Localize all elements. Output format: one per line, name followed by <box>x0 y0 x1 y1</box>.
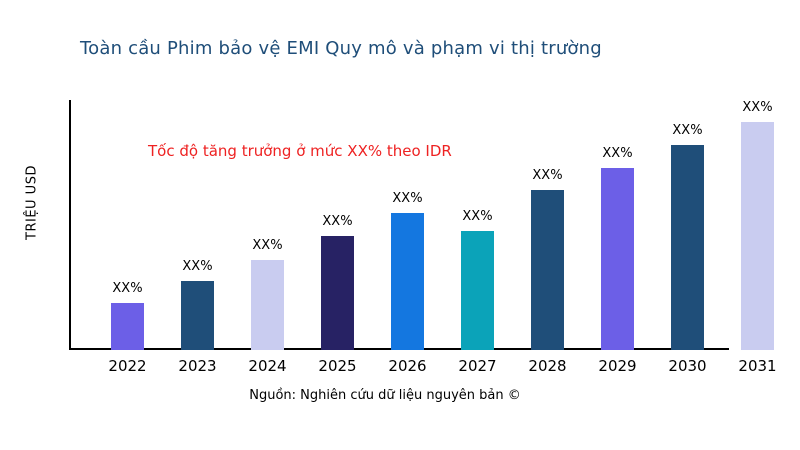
x-tick-label: 2023 <box>178 357 217 375</box>
bar <box>251 260 284 350</box>
bar <box>111 303 144 350</box>
x-tick-label: 2024 <box>248 357 287 375</box>
x-tick-label: 2028 <box>528 357 567 375</box>
x-tick-label: 2031 <box>738 357 777 375</box>
bar-group-2027: XX% 2027 <box>458 100 496 375</box>
bar-value-label: XX% <box>322 214 353 229</box>
bar-group-2030: XX% 2030 <box>668 100 706 375</box>
bar-group-2022: XX% 2022 <box>108 100 146 375</box>
bar <box>671 145 704 350</box>
bar-value-label: XX% <box>742 100 773 115</box>
bar-value-label: XX% <box>532 168 563 183</box>
y-axis-label: TRIỆU USD <box>24 165 40 240</box>
x-tick-label: 2022 <box>108 357 147 375</box>
bar-value-label: XX% <box>112 281 143 296</box>
bar-group-2024: XX% 2024 <box>248 100 286 375</box>
bar-group-2029: XX% 2029 <box>598 100 636 375</box>
bar <box>321 236 354 350</box>
plot-area: Tốc độ tăng trưởng ở mức XX% theo IDR XX… <box>69 100 780 375</box>
growth-rate-annotation: Tốc độ tăng trưởng ở mức XX% theo IDR <box>148 142 452 160</box>
bar <box>741 122 774 350</box>
bar-value-label: XX% <box>462 209 493 224</box>
bar <box>391 213 424 350</box>
x-tick-label: 2029 <box>598 357 637 375</box>
bar-group-2028: XX% 2028 <box>528 100 566 375</box>
x-tick-label: 2030 <box>668 357 707 375</box>
bar-group-2026: XX% 2026 <box>388 100 426 375</box>
x-tick-label: 2027 <box>458 357 497 375</box>
bar-value-label: XX% <box>252 238 283 253</box>
bar <box>531 190 564 350</box>
bar-group-2025: XX% 2025 <box>318 100 356 375</box>
x-tick-label: 2026 <box>388 357 427 375</box>
bar <box>461 231 494 350</box>
bar-group-2031: XX% 2031 <box>738 100 776 375</box>
bar-value-label: XX% <box>392 191 423 206</box>
bar-value-label: XX% <box>672 123 703 138</box>
source-note: Nguồn: Nghiên cứu dữ liệu nguyên bản © <box>249 388 521 403</box>
y-axis-line <box>69 100 71 350</box>
bar-value-label: XX% <box>182 259 213 274</box>
chart-title: Toàn cầu Phim bảo vệ EMI Quy mô và phạm … <box>80 38 602 59</box>
bar-value-label: XX% <box>602 146 633 161</box>
bar <box>181 281 214 350</box>
bar-group-2023: XX% 2023 <box>178 100 216 375</box>
bar <box>601 168 634 350</box>
x-tick-label: 2025 <box>318 357 357 375</box>
